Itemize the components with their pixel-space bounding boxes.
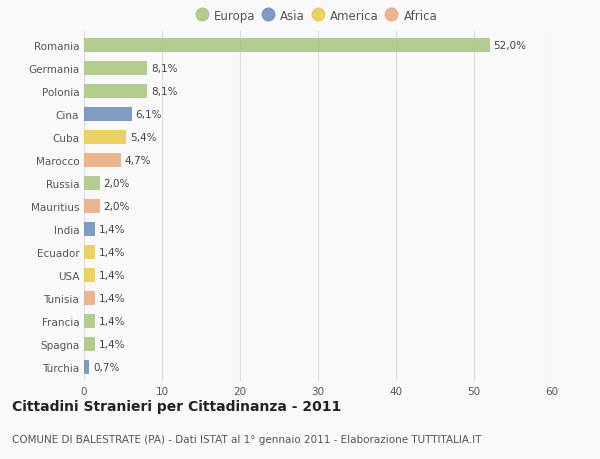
Bar bbox=[84, 223, 95, 236]
Bar bbox=[84, 314, 95, 328]
Bar bbox=[84, 269, 95, 282]
Text: 2,0%: 2,0% bbox=[104, 202, 130, 212]
Text: 0,7%: 0,7% bbox=[94, 362, 120, 372]
Bar bbox=[84, 177, 100, 190]
Bar bbox=[84, 246, 95, 259]
Text: 8,1%: 8,1% bbox=[151, 87, 178, 97]
Text: 1,4%: 1,4% bbox=[99, 339, 125, 349]
Text: 5,4%: 5,4% bbox=[130, 133, 157, 143]
Bar bbox=[84, 337, 95, 351]
Text: 1,4%: 1,4% bbox=[99, 247, 125, 257]
Bar bbox=[84, 360, 89, 374]
Bar bbox=[84, 200, 100, 213]
Bar bbox=[84, 291, 95, 305]
Bar bbox=[84, 85, 147, 99]
Bar bbox=[84, 62, 147, 76]
Text: 1,4%: 1,4% bbox=[99, 270, 125, 280]
Bar bbox=[84, 39, 490, 53]
Text: 1,4%: 1,4% bbox=[99, 293, 125, 303]
Text: 1,4%: 1,4% bbox=[99, 316, 125, 326]
Text: COMUNE DI BALESTRATE (PA) - Dati ISTAT al 1° gennaio 2011 - Elaborazione TUTTITA: COMUNE DI BALESTRATE (PA) - Dati ISTAT a… bbox=[12, 434, 482, 444]
Text: 52,0%: 52,0% bbox=[493, 41, 527, 51]
Bar bbox=[84, 108, 131, 122]
Text: 6,1%: 6,1% bbox=[136, 110, 162, 120]
Text: 2,0%: 2,0% bbox=[104, 179, 130, 189]
Text: 8,1%: 8,1% bbox=[151, 64, 178, 74]
Legend: Europa, Asia, America, Africa: Europa, Asia, America, Africa bbox=[199, 10, 437, 23]
Bar bbox=[84, 131, 126, 145]
Text: 1,4%: 1,4% bbox=[99, 224, 125, 235]
Text: 4,7%: 4,7% bbox=[125, 156, 151, 166]
Bar bbox=[84, 154, 121, 168]
Text: Cittadini Stranieri per Cittadinanza - 2011: Cittadini Stranieri per Cittadinanza - 2… bbox=[12, 399, 341, 413]
